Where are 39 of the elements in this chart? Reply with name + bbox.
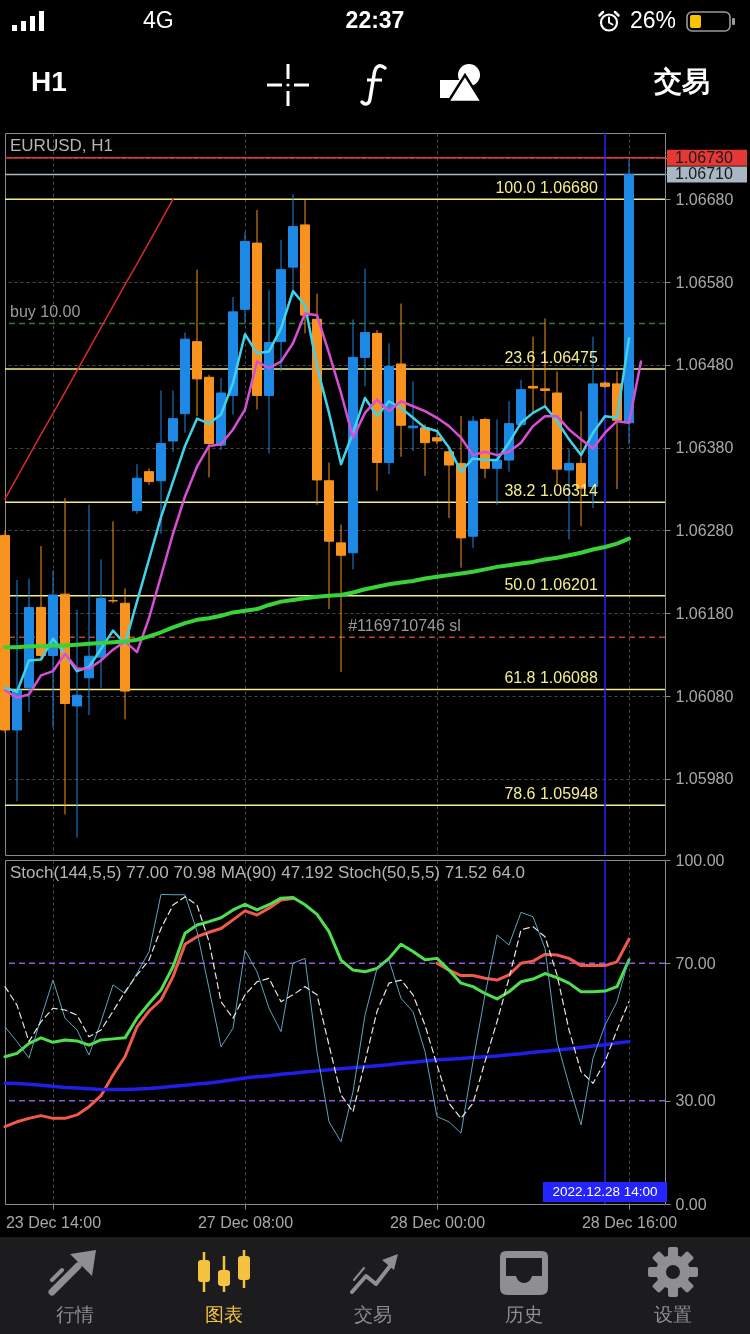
ref-line-label: 50.0 1.06201 (504, 575, 598, 593)
y-tick-label: 1.06710 (675, 165, 733, 183)
y-tick-label: 1.06730 (675, 148, 733, 166)
ref-line-label: #1169710746 sl (348, 617, 461, 635)
chart-title: EURUSD, H1 (10, 136, 113, 155)
x-tick-label: 27 Dec 08:00 (197, 1213, 294, 1231)
ref-line-label: 78.6 1.05948 (504, 785, 598, 803)
y-tick-label: 70.00 (675, 954, 716, 972)
ref-line-label: 23.6 1.06475 (504, 348, 598, 366)
text: H1 (31, 66, 67, 99)
y-tick-label: 30.00 (675, 1092, 716, 1110)
text: 设置 (654, 1303, 692, 1326)
ref-line-label: buy 10.00 (10, 303, 81, 321)
text: 4G (143, 7, 174, 34)
y-tick-label: 1.06480 (675, 356, 734, 374)
ref-line-label: 38.2 1.06314 (504, 482, 598, 500)
x-tick-label: 2022.12.28 14:00 (552, 1184, 658, 1199)
text: 行情 (56, 1303, 94, 1326)
text: 22:37 (345, 7, 405, 34)
text: 交易 (654, 65, 710, 99)
y-tick-label: 1.06580 (675, 273, 734, 291)
text: 交易 (354, 1303, 392, 1326)
chart-title: Stoch(144,5,5) 77.00 70.98 MA(90) 47.192 Stoch(50,5,5) 71.52 64.0 (10, 863, 526, 882)
y-tick-label: 1.06380 (675, 439, 734, 457)
y-tick-label: 1.06180 (675, 604, 734, 622)
y-tick-label: 1.06280 (675, 521, 734, 539)
text: 历史 (505, 1303, 543, 1326)
y-tick-label: 1.06680 (675, 190, 734, 208)
y-tick-label: 1.06080 (675, 687, 734, 705)
text: 图表 (205, 1303, 243, 1326)
y-tick-label: 0.00 (675, 1195, 707, 1213)
y-tick-label: 1.05980 (675, 770, 734, 788)
x-tick-label: 28 Dec 16:00 (581, 1213, 678, 1231)
text: 26% (630, 7, 677, 34)
ref-line-label: 100.0 1.06680 (495, 179, 598, 197)
x-tick-label: 23 Dec 14:00 (5, 1213, 102, 1231)
ref-line-label: 61.8 1.06088 (504, 669, 598, 687)
y-tick-label: 100.00 (675, 851, 725, 869)
x-tick-label: 28 Dec 00:00 (389, 1213, 486, 1231)
